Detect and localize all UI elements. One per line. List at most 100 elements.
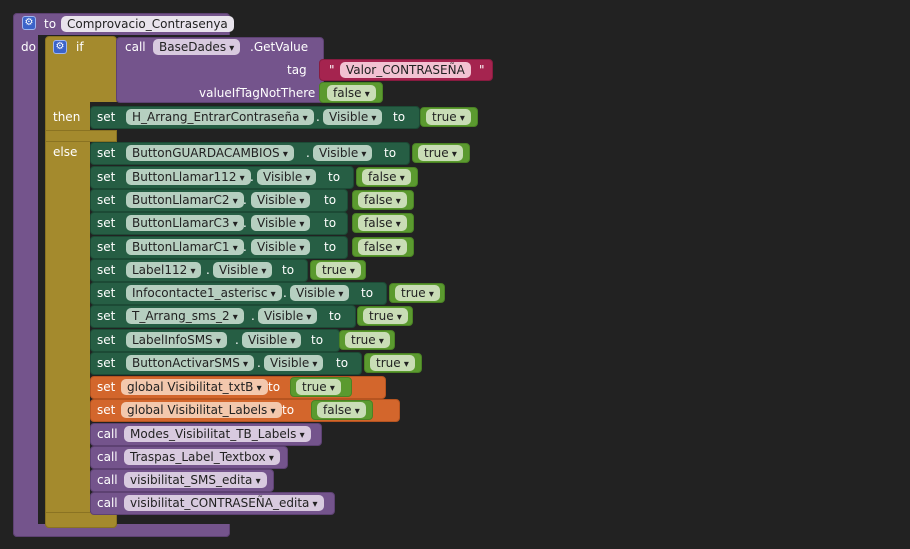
property-dropdown[interactable]: Visible	[264, 355, 324, 371]
call-keyword: call	[97, 427, 118, 441]
procedure-name-dropdown[interactable]: Modes_Visibilitat_TB_Labels	[124, 426, 311, 442]
global-variable-dropdown[interactable]: global Visibilitat_txtB	[121, 379, 268, 395]
property-dropdown[interactable]: Visible	[257, 169, 317, 185]
text-value-field[interactable]: Valor_CONTRASEÑA	[340, 62, 471, 78]
set-keyword: set	[97, 170, 116, 184]
to-keyword: to	[361, 286, 374, 300]
boolean-dropdown[interactable]: true	[345, 332, 390, 348]
tag-param-label: tag	[287, 63, 307, 77]
global-variable-dropdown[interactable]: global Visibilitat_Labels	[121, 402, 282, 418]
then-keyword: then	[53, 110, 81, 124]
component-dropdown[interactable]: ButtonLlamarC2	[126, 192, 244, 208]
to-keyword: to	[329, 309, 342, 323]
call-keyword: call	[125, 40, 146, 54]
component-dropdown[interactable]: T_Arrang_sms_2	[126, 308, 244, 324]
property-dropdown[interactable]: Visible	[213, 262, 273, 278]
to-keyword: to	[324, 193, 337, 207]
default-param-label: valueIfTagNotThere	[199, 86, 316, 100]
set-keyword: set	[97, 193, 116, 207]
dot-separator: .	[257, 356, 261, 370]
quote-open: "	[329, 63, 335, 77]
to-keyword: to	[44, 17, 57, 31]
call-keyword: call	[97, 450, 118, 464]
set-keyword: set	[97, 216, 116, 230]
dot-separator: .	[306, 146, 310, 160]
getvalue-method-label: .GetValue	[250, 40, 309, 54]
to-keyword: to	[324, 216, 337, 230]
procedure-name-dropdown[interactable]: visibilitat_SMS_edita	[124, 472, 267, 488]
if-mutator-gear-icon[interactable]: ⚙	[53, 40, 67, 54]
procedure-name-dropdown[interactable]: Traspas_Label_Textbox	[124, 449, 280, 465]
boolean-dropdown[interactable]: false	[317, 402, 366, 418]
set-keyword: set	[97, 403, 116, 417]
property-dropdown[interactable]: Visible	[251, 239, 311, 255]
boolean-dropdown[interactable]: true	[316, 262, 361, 278]
set-keyword: set	[97, 263, 116, 277]
mutator-gear-icon[interactable]: ⚙	[22, 16, 36, 30]
boolean-dropdown[interactable]: false	[358, 215, 407, 231]
if-footer	[45, 512, 117, 528]
set-keyword: set	[97, 333, 116, 347]
set-keyword: set	[97, 240, 116, 254]
set-keyword: set	[97, 110, 116, 124]
boolean-dropdown[interactable]: true	[395, 285, 440, 301]
set-keyword: set	[97, 356, 116, 370]
to-keyword: to	[268, 380, 281, 394]
to-keyword: to	[282, 403, 295, 417]
procedure-name-field[interactable]: Comprovacio_Contrasenya	[61, 16, 234, 32]
else-keyword: else	[53, 145, 78, 159]
dot-separator: .	[243, 216, 247, 230]
set-keyword: set	[97, 286, 116, 300]
dot-separator: .	[206, 263, 210, 277]
component-dropdown[interactable]: LabelInfoSMS	[126, 332, 227, 348]
component-dropdown[interactable]: ButtonLlamarC3	[126, 215, 244, 231]
if-then-separator	[45, 130, 117, 142]
dot-separator: .	[243, 240, 247, 254]
default-false-dropdown[interactable]: false	[327, 85, 376, 101]
component-dropdown[interactable]: ButtonGUARDACAMBIOS	[126, 145, 294, 161]
to-keyword: to	[384, 146, 397, 160]
component-dropdown[interactable]: Infocontacte1_asterisc	[126, 285, 282, 301]
to-keyword: to	[282, 263, 295, 277]
boolean-dropdown[interactable]: true	[370, 355, 415, 371]
dot-separator: .	[243, 193, 247, 207]
boolean-dropdown[interactable]: true	[296, 379, 341, 395]
procedure-name-dropdown[interactable]: visibilitat_CONTRASEÑA_edita	[124, 495, 324, 511]
component-dropdown[interactable]: ButtonLlamarC1	[126, 239, 244, 255]
set-keyword: set	[97, 146, 116, 160]
component-dropdown[interactable]: ButtonActivarSMS	[126, 355, 255, 371]
set-keyword: set	[97, 380, 116, 394]
call-keyword: call	[97, 473, 118, 487]
boolean-dropdown[interactable]: true	[418, 145, 463, 161]
property-dropdown[interactable]: Visible	[290, 285, 350, 301]
dot-separator: .	[235, 333, 239, 347]
set-keyword: set	[97, 309, 116, 323]
to-keyword: to	[393, 110, 406, 124]
component-dropdown[interactable]: ButtonLlamar112	[126, 169, 251, 185]
property-dropdown[interactable]: Visible	[258, 308, 318, 324]
dot-separator: .	[250, 170, 254, 184]
component-dropdown[interactable]: BaseDades	[153, 39, 241, 55]
boolean-dropdown[interactable]: false	[358, 192, 407, 208]
boolean-dropdown[interactable]: false	[358, 239, 407, 255]
if-keyword: if	[76, 40, 84, 54]
dot-separator: .	[251, 309, 255, 323]
property-dropdown[interactable]: Visible	[242, 332, 302, 348]
component-dropdown[interactable]: Label112	[126, 262, 202, 278]
property-dropdown[interactable]: Visible	[323, 109, 383, 125]
dot-separator: .	[283, 286, 287, 300]
to-keyword: to	[311, 333, 324, 347]
component-dropdown[interactable]: H_Arrang_EntrarContraseña	[126, 109, 314, 125]
to-keyword: to	[336, 356, 349, 370]
dot-separator: .	[316, 110, 320, 124]
do-keyword: do	[21, 40, 36, 54]
boolean-dropdown[interactable]: false	[362, 169, 411, 185]
call-keyword: call	[97, 496, 118, 510]
property-dropdown[interactable]: Visible	[313, 145, 373, 161]
boolean-dropdown[interactable]: true	[426, 109, 471, 125]
quote-close: "	[479, 63, 485, 77]
property-dropdown[interactable]: Visible	[251, 192, 311, 208]
boolean-dropdown[interactable]: true	[363, 308, 408, 324]
to-keyword: to	[328, 170, 341, 184]
property-dropdown[interactable]: Visible	[251, 215, 311, 231]
